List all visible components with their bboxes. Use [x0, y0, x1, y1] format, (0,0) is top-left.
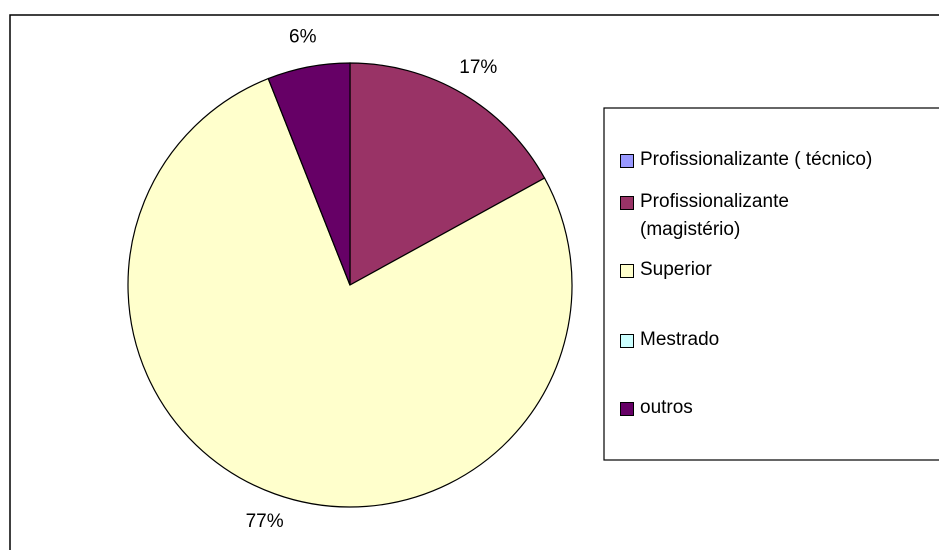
data-label: 17%: [459, 57, 497, 78]
legend-label: Superior: [640, 259, 712, 280]
pie-slice: [349, 62, 546, 287]
legend-swatch: [620, 334, 634, 348]
legend-label: Profissionalizante (magistério): [640, 191, 789, 240]
data-label: 6%: [289, 26, 317, 47]
legend-item: Profissionalizante (magistério): [620, 188, 860, 244]
legend-swatch: [620, 402, 634, 416]
pie-slice: [127, 77, 573, 508]
legend-swatch: [620, 154, 634, 168]
data-label: 77%: [246, 511, 284, 532]
legend-item: outros: [620, 394, 860, 422]
legend-label: Profissionalizante ( técnico): [640, 149, 873, 170]
legend-label: Mestrado: [640, 329, 720, 350]
legend-swatch: [620, 264, 634, 278]
legend-item: Mestrado: [620, 326, 860, 354]
legend-item: Superior: [620, 256, 860, 284]
pie-slice: [267, 62, 351, 286]
legend-swatch: [620, 196, 634, 210]
legend-label: outros: [640, 397, 693, 418]
legend-box: [603, 107, 939, 461]
legend-item: Profissionalizante ( técnico): [620, 146, 939, 174]
